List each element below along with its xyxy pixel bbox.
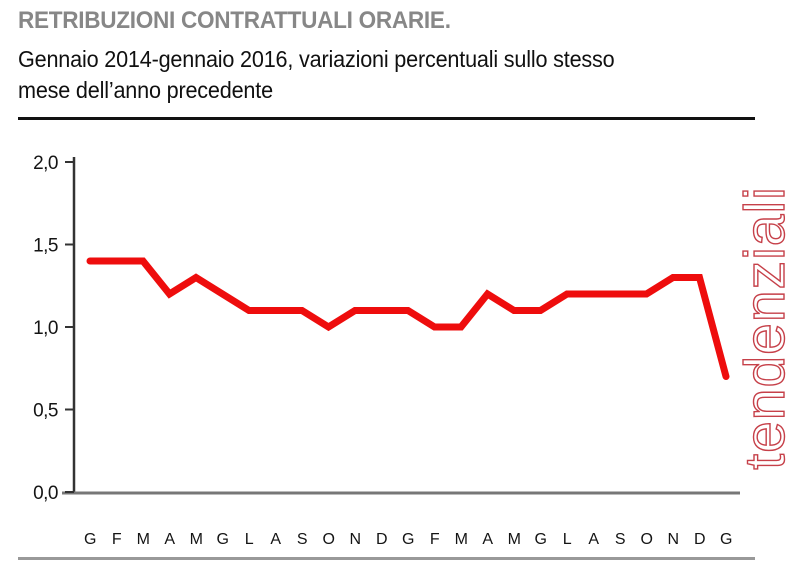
x-tick-label: L bbox=[245, 531, 254, 548]
bottom-divider bbox=[18, 557, 755, 560]
x-tick-label: F bbox=[112, 531, 122, 548]
subtitle-line-1: Gennaio 2014-gennaio 2016, variazioni pe… bbox=[18, 46, 615, 72]
x-tick-label: A bbox=[482, 531, 493, 548]
series-line-tendenziali bbox=[86, 257, 730, 380]
x-tick-label: L bbox=[563, 531, 572, 548]
x-tick-label: M bbox=[455, 531, 468, 548]
x-tick-label: M bbox=[190, 531, 203, 548]
x-tick-label: N bbox=[667, 531, 678, 548]
x-tick-label: O bbox=[323, 531, 335, 548]
x-tick-label: A bbox=[588, 531, 599, 548]
x-tick-label: F bbox=[430, 531, 440, 548]
y-tick-label: 2,0 bbox=[33, 153, 58, 174]
x-tick-label: M bbox=[137, 531, 150, 548]
x-tick-label: S bbox=[297, 531, 307, 548]
x-tick-label: N bbox=[349, 531, 360, 548]
x-tick-label: O bbox=[641, 531, 653, 548]
x-tick-label: A bbox=[270, 531, 281, 548]
x-tick-label: G bbox=[217, 531, 229, 548]
x-tick-label: G bbox=[535, 531, 547, 548]
x-tick-label: G bbox=[402, 531, 414, 548]
x-tick-label: D bbox=[376, 531, 387, 548]
y-tick-label: 0,5 bbox=[33, 401, 58, 422]
side-label-tendenziali: tendenziali bbox=[732, 186, 797, 471]
y-tick-label: 1,0 bbox=[33, 318, 58, 339]
subtitle-line-2: mese dell’anno precedente bbox=[18, 77, 273, 103]
x-tick-label: G bbox=[720, 531, 732, 548]
y-tick-label: 0,0 bbox=[33, 483, 58, 504]
top-divider bbox=[18, 117, 755, 120]
x-tick-label: A bbox=[164, 531, 175, 548]
figure-title: RETRIBUZIONI CONTRATTUALI ORARIE. bbox=[18, 7, 451, 34]
y-tick-label: 1,5 bbox=[33, 236, 58, 257]
x-tick-label: D bbox=[694, 531, 705, 548]
x-tick-label: M bbox=[508, 531, 521, 548]
x-tick-label: S bbox=[615, 531, 625, 548]
x-tick-label: G bbox=[84, 531, 96, 548]
figure-subtitle: Gennaio 2014-gennaio 2016, variazioni pe… bbox=[18, 44, 615, 106]
